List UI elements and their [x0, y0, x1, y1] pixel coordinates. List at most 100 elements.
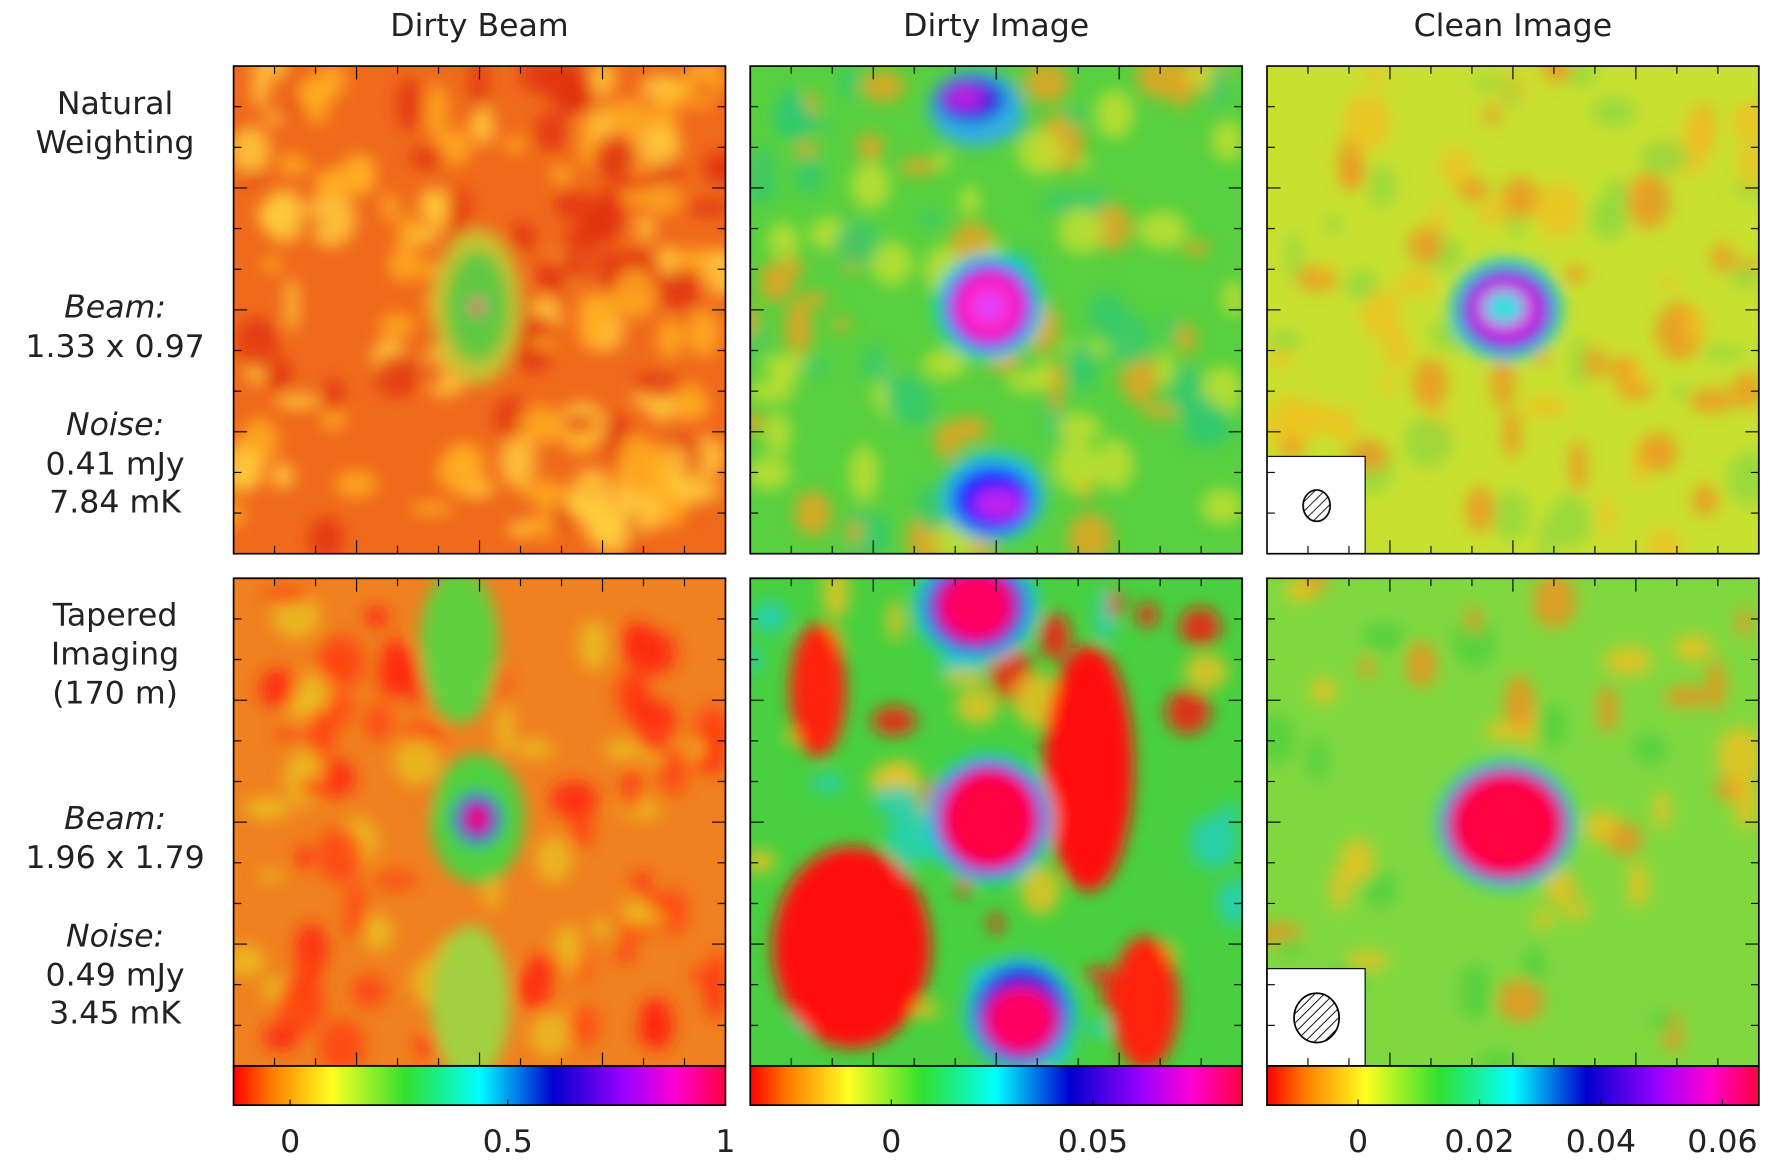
colorbar-tick-label: 0.06	[1687, 1124, 1757, 1160]
speckle	[430, 212, 444, 227]
speckle	[509, 221, 535, 253]
speckle	[899, 157, 937, 176]
speckle	[1730, 101, 1759, 141]
speckle	[1534, 703, 1567, 749]
speckle	[1533, 909, 1553, 930]
speckle	[1615, 384, 1656, 398]
speckle	[685, 309, 721, 358]
source	[940, 768, 1038, 870]
speckle	[317, 826, 363, 884]
colorbar-tick-label: 1	[715, 1124, 735, 1160]
speckle	[633, 699, 677, 754]
speckle	[1017, 129, 1064, 176]
speckle	[1052, 440, 1100, 493]
speckle	[1067, 340, 1096, 392]
speckle	[1664, 685, 1709, 708]
speckle	[1281, 437, 1303, 459]
colorbar-tick-label: 0.5	[483, 1124, 533, 1160]
speckle	[270, 462, 295, 490]
speckle	[319, 1019, 365, 1066]
speckle	[692, 93, 713, 109]
speckle	[419, 188, 447, 221]
speckle	[365, 704, 392, 742]
speckle	[1343, 269, 1379, 301]
labels: Dirty Beam Dirty Image Clean Image NaturalW…	[25, 8, 1757, 1160]
source	[937, 578, 1015, 643]
speckle	[856, 132, 884, 161]
speckle	[1532, 578, 1577, 629]
source	[1043, 645, 1134, 892]
speckle	[1641, 139, 1690, 174]
speckle	[521, 480, 568, 503]
image-structure	[233, 65, 726, 554]
speckle	[1738, 138, 1759, 192]
noise-value: 3.45 mK	[49, 996, 182, 1032]
speckle	[1408, 227, 1443, 264]
speckle	[1700, 346, 1746, 361]
speckle	[294, 951, 322, 1005]
speckle	[1368, 65, 1384, 90]
speckle	[644, 181, 683, 215]
speckle	[1457, 178, 1490, 202]
speckle	[1688, 388, 1735, 413]
speckle	[1405, 641, 1437, 689]
speckle	[1477, 199, 1508, 227]
colorbar	[749, 1065, 1243, 1106]
speckle	[795, 141, 818, 158]
speckle	[364, 606, 389, 629]
speckle	[264, 111, 282, 126]
speckle	[242, 796, 292, 821]
speckle	[822, 578, 850, 620]
beam-size: 1.33 x 0.97	[25, 329, 204, 365]
speckle	[811, 773, 844, 794]
speckle	[750, 849, 776, 874]
speckle	[758, 261, 794, 303]
speckle	[624, 767, 639, 816]
speckle	[750, 147, 776, 205]
speckle	[1404, 416, 1452, 468]
speckle	[886, 810, 935, 864]
speckle	[381, 192, 398, 223]
speckle	[1189, 815, 1239, 869]
column-title: Dirty Image	[903, 8, 1089, 44]
speckle	[1094, 203, 1133, 251]
speckle	[768, 222, 799, 260]
speckle	[849, 445, 879, 503]
speckle	[309, 516, 344, 554]
speckle	[1569, 439, 1587, 493]
speckle	[1222, 280, 1243, 317]
speckle	[1716, 726, 1759, 784]
speckle	[1086, 1019, 1110, 1038]
speckle	[233, 944, 266, 978]
speckle	[1266, 712, 1295, 765]
speckle	[955, 688, 1000, 725]
speckle	[750, 380, 795, 404]
speckle	[1570, 334, 1588, 390]
source	[419, 578, 499, 724]
speckle	[1683, 108, 1715, 161]
speckle	[1547, 494, 1592, 548]
speckle	[1673, 634, 1714, 663]
noise-value: 0.41 mJy	[46, 446, 185, 482]
speckle	[1711, 242, 1733, 273]
speckle	[1726, 450, 1759, 506]
speckle	[1342, 93, 1392, 151]
speckle	[1431, 202, 1446, 238]
method-label: Natural	[57, 86, 173, 122]
speckle	[598, 247, 622, 294]
colorbar	[232, 1065, 727, 1106]
speckle	[761, 353, 807, 374]
speckle	[884, 376, 933, 422]
source	[944, 86, 985, 109]
speckle	[648, 443, 670, 482]
speckle	[1360, 286, 1402, 339]
speckle	[553, 924, 583, 974]
noise-value: 7.84 mK	[49, 484, 182, 520]
speckle	[1562, 65, 1597, 87]
speckle	[1610, 356, 1634, 383]
speckle	[264, 358, 293, 393]
method-label: Weighting	[36, 125, 195, 161]
column-title: Clean Image	[1414, 8, 1613, 44]
speckle	[517, 405, 564, 445]
speckle	[549, 164, 574, 184]
